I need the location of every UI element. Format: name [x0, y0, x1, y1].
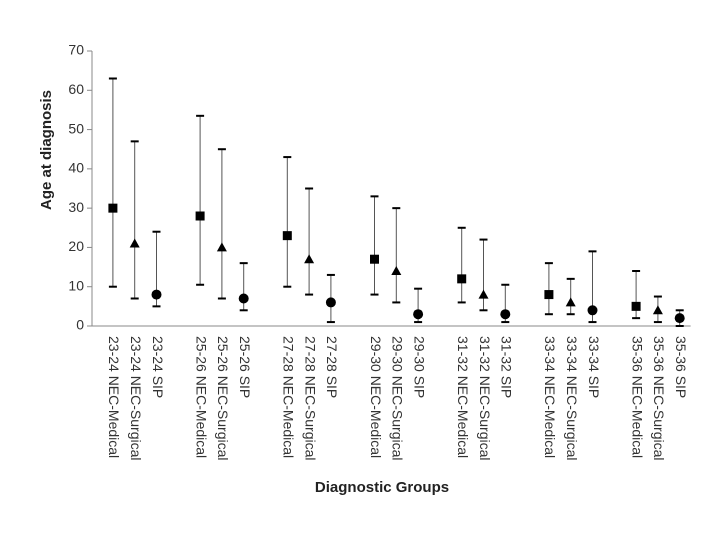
median-marker: [478, 289, 489, 299]
y-tick-label: 10: [68, 277, 84, 293]
x-tick-label: 29-30 NEC-Surgical: [390, 336, 406, 461]
median-marker: [370, 254, 379, 264]
x-tick-label: 31-32 NEC-Medical: [455, 336, 471, 458]
median-marker: [238, 293, 249, 304]
median-marker: [151, 289, 162, 300]
x-tick-label: 25-26 NEC-Surgical: [215, 336, 231, 461]
median-marker: [565, 297, 576, 307]
median-marker: [195, 211, 205, 221]
x-tick-label: 23-24 NEC-Medical: [106, 336, 122, 458]
x-tick-label: 23-24 SIP: [150, 336, 166, 398]
y-tick-label: 0: [76, 317, 84, 333]
median-marker: [282, 231, 292, 241]
x-tick-label: 27-28 NEC-Medical: [281, 336, 297, 458]
median-marker: [325, 297, 336, 308]
x-tick-label: 31-32 SIP: [499, 336, 515, 398]
x-tick-label: 33-34 SIP: [586, 336, 602, 398]
y-tick-label: 30: [68, 199, 84, 215]
median-marker: [413, 309, 424, 320]
median-marker: [108, 203, 118, 213]
x-tick-label: 35-36 NEC-Surgical: [651, 336, 667, 461]
median-marker: [391, 266, 402, 275]
median-marker: [500, 309, 511, 320]
x-tick-label: 29-30 SIP: [411, 336, 427, 398]
y-tick-label: 20: [68, 238, 84, 254]
median-marker: [129, 238, 140, 248]
y-tick-label: 60: [68, 81, 84, 97]
x-tick-label: 23-24 NEC-Surgical: [128, 336, 144, 461]
x-axis-title: Diagnostic Groups: [315, 479, 449, 496]
x-tick-label: 25-26 SIP: [237, 336, 253, 398]
x-tick-label: 27-28 NEC-Surgical: [302, 336, 318, 461]
x-tick-label: 33-34 NEC-Medical: [542, 336, 558, 458]
x-tick-label: 29-30 NEC-Medical: [368, 336, 384, 458]
median-marker: [652, 305, 663, 315]
x-tick-label: 33-34 NEC-Surgical: [564, 336, 580, 461]
y-tick-label: 70: [68, 42, 84, 58]
y-tick-label: 40: [68, 160, 84, 176]
median-marker: [457, 274, 467, 284]
median-marker: [587, 305, 598, 316]
x-tick-label: 35-36 SIP: [673, 336, 689, 398]
x-tick-label: 35-36 NEC-Medical: [629, 336, 645, 458]
y-tick-label: 50: [68, 120, 84, 136]
y-axis-title: Age at diagnosis: [38, 90, 55, 210]
median-marker: [304, 254, 315, 264]
median-marker: [631, 301, 641, 311]
x-tick-label: 27-28 SIP: [324, 336, 340, 398]
median-marker: [216, 242, 227, 252]
median-marker: [544, 290, 554, 300]
x-tick-label: 25-26 NEC-Medical: [193, 336, 209, 458]
x-tick-label: 31-32 NEC-Surgical: [477, 336, 493, 461]
median-marker: [674, 313, 685, 324]
